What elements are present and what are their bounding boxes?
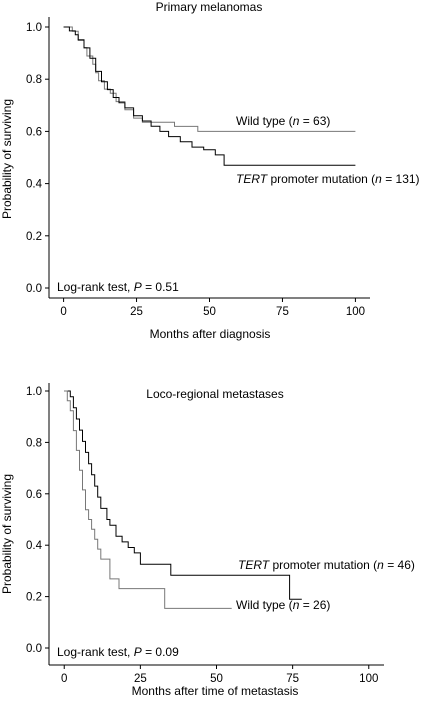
label-n: n [293,598,300,612]
y-tick-label: 0.2 [26,231,42,243]
curve-group [63,26,356,166]
log-rank-prefix: Log-rank test, [57,645,134,659]
label-n: n [377,558,384,572]
curve-group [64,390,302,609]
x-tick-label: 0 [60,306,66,318]
y-axis-label: Probability of surviving [0,474,14,594]
label-n: n [375,172,382,186]
tick-group: 0.0 0.2 0.4 0.6 0.8 1.0 0 25 50 75 100 [26,386,378,685]
x-tick-label: 50 [210,673,223,685]
y-tick-label: 0.6 [26,126,42,138]
y-tick-label: 0.8 [26,437,42,449]
label-gene: TERT [236,172,269,186]
x-tick-label: 25 [134,673,147,685]
label-suffix: = 26) [299,598,330,612]
x-tick-label: 50 [203,306,216,318]
wild-type-curve [64,390,232,609]
y-tick-label: 0.4 [26,540,43,552]
chart-title: Loco-regional metastases [146,387,283,401]
series-label-tert: TERT promoter mutation (n = 46) [238,558,415,572]
label-mid: promoter mutation ( [269,558,377,572]
y-tick-label: 1.0 [26,22,42,34]
label-n: n [293,114,300,128]
x-tick-label: 100 [359,673,378,685]
p-value: = 0.09 [142,645,179,659]
label-prefix: Wild type ( [236,114,293,128]
log-rank-annotation: Log-rank test, P = 0.51 [57,280,179,294]
x-tick-label: 0 [61,673,67,685]
p-value: = 0.51 [142,280,179,294]
tick-group: 0.0 0.2 0.4 0.6 0.8 1.0 0 25 50 75 100 [26,22,365,318]
x-axis-label: Months after time of metastasis [132,684,299,698]
chart-title: Primary melanomas [156,0,263,14]
label-suffix: = 46) [384,558,415,572]
label-prefix: Wild type ( [236,598,293,612]
x-tick-label: 25 [130,306,143,318]
label-mid: promoter mutation ( [267,172,375,186]
loco-regional-metastases-chart: Loco-regional metastases 0.0 0.2 0.4 0.6 0.8… [0,383,415,698]
label-gene: TERT [238,558,271,572]
p-symbol: P [134,280,142,294]
x-axis-label: Months after diagnosis [150,327,271,341]
series-label-tert: TERT promoter mutation (n = 131) [236,172,420,186]
y-tick-label: 0.8 [26,74,42,86]
primary-melanomas-chart: Primary melanomas 0.0 0.2 0.4 0.6 0.8 1.0 0 25 5… [0,0,420,341]
y-tick-label: 0.6 [26,489,42,501]
y-axis-label: Probability of surviving [0,99,14,219]
label-suffix: = 63) [299,114,330,128]
y-tick-label: 1.0 [26,386,42,398]
log-rank-annotation: Log-rank test, P = 0.09 [57,645,179,659]
log-rank-prefix: Log-rank test, [57,280,134,294]
series-label-wild-type: Wild type (n = 63) [236,114,330,128]
tert-mutation-curve [64,390,302,600]
x-tick-label: 75 [276,306,289,318]
y-tick-label: 0.0 [26,643,42,655]
series-label-wild-type: Wild type (n = 26) [236,598,330,612]
tert-mutation-curve [63,26,356,166]
y-tick-label: 0.4 [26,179,43,191]
y-tick-label: 0.0 [26,283,42,295]
x-tick-label: 75 [286,673,299,685]
label-suffix: = 131) [382,172,420,186]
y-tick-label: 0.2 [26,592,42,604]
p-symbol: P [134,645,142,659]
x-tick-label: 100 [346,306,365,318]
